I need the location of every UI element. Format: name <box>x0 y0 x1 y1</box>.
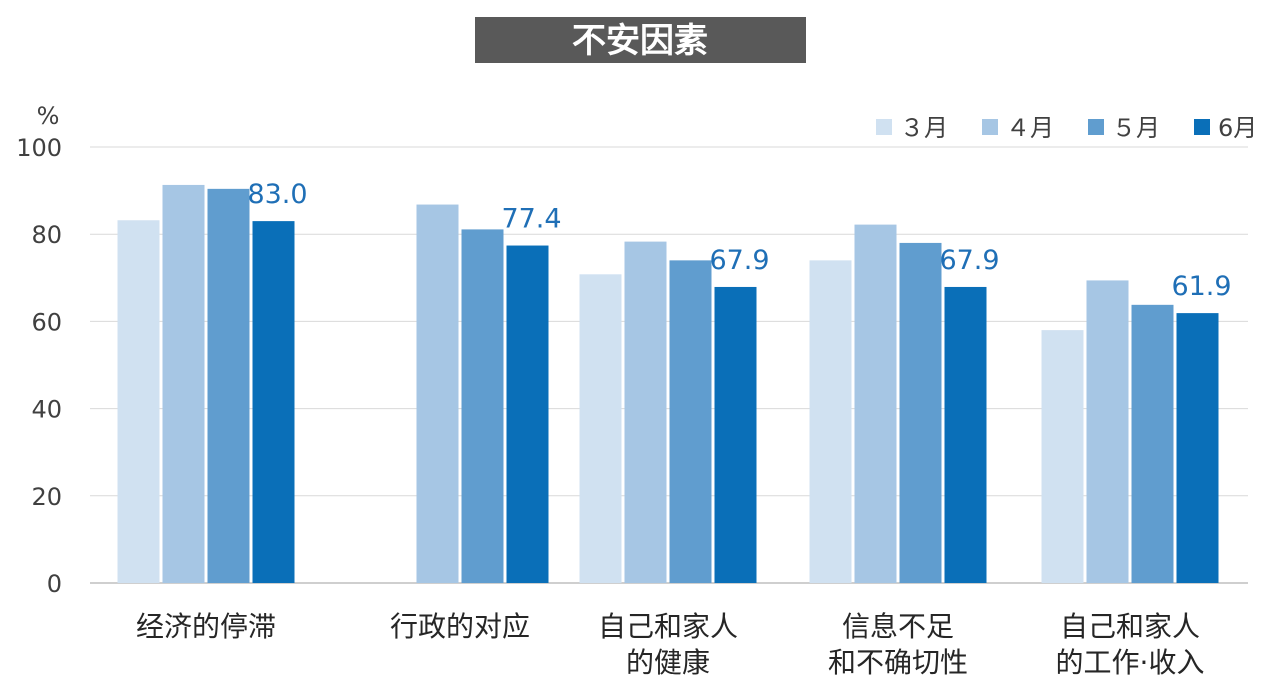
legend-label: ３月 <box>900 114 948 142</box>
bar <box>579 274 622 583</box>
y-tick-label: 80 <box>31 221 62 249</box>
category-label: 的工作·收入 <box>1056 646 1205 679</box>
legend-label: ５月 <box>1112 114 1160 142</box>
legend-swatch <box>1194 119 1210 135</box>
bar <box>809 260 852 583</box>
bar <box>1176 313 1219 583</box>
legend-label: ４月 <box>1006 114 1054 142</box>
category-label: 和不确切性 <box>828 646 968 679</box>
y-tick-label: 0 <box>47 570 62 598</box>
bar <box>669 260 712 583</box>
category-label: 自己和家人 <box>598 610 738 643</box>
y-tick-label: 60 <box>31 308 62 336</box>
category-label: 行政的对应 <box>390 610 530 643</box>
bar <box>117 220 160 584</box>
bar <box>416 204 459 583</box>
bar <box>252 221 295 583</box>
category-label: 自己和家人 <box>1060 610 1200 643</box>
chart-title: 不安因素 <box>572 21 708 61</box>
bar <box>854 224 897 583</box>
bar <box>207 188 250 583</box>
bar <box>714 286 757 583</box>
data-label: 67.9 <box>709 245 769 276</box>
legend: ３月 ４月 ５月 6月 <box>876 114 1257 142</box>
category-label: 经济的停滞 <box>136 610 276 643</box>
y-tick-label: 100 <box>16 134 62 162</box>
category-label: 信息不足 <box>842 610 954 643</box>
bar <box>944 286 987 583</box>
data-label: 83.0 <box>247 179 307 210</box>
y-tick-label: 20 <box>31 483 62 511</box>
bar <box>1131 304 1174 583</box>
data-label: 77.4 <box>501 204 561 235</box>
y-axis-unit: % <box>37 102 60 130</box>
bar <box>899 242 942 584</box>
legend-swatch <box>1088 119 1104 135</box>
bar <box>1041 330 1084 583</box>
bar <box>624 241 667 583</box>
bars <box>117 184 1219 584</box>
legend-swatch <box>876 119 892 135</box>
y-tick-label: 40 <box>31 396 62 424</box>
bar <box>1086 280 1129 583</box>
y-axis-ticks: 0 20 40 60 80 100 <box>16 134 62 598</box>
bar <box>461 229 504 584</box>
legend-swatch <box>982 119 998 135</box>
category-label: 的健康 <box>626 646 710 679</box>
bar <box>162 184 205 583</box>
title-background <box>475 17 806 63</box>
data-labels: 83.0 77.4 67.9 67.9 61.9 <box>247 179 1231 302</box>
data-label: 61.9 <box>1171 271 1231 302</box>
legend-label: 6月 <box>1218 114 1257 142</box>
data-label: 67.9 <box>939 245 999 276</box>
bar <box>506 245 549 583</box>
